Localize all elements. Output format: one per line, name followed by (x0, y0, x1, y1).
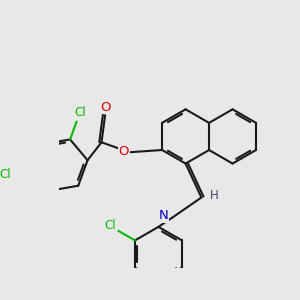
Text: O: O (118, 145, 129, 158)
Text: Cl: Cl (74, 106, 86, 119)
Text: N: N (159, 209, 169, 222)
Text: O: O (100, 100, 110, 114)
Text: Cl: Cl (0, 168, 11, 181)
Text: Cl: Cl (104, 220, 116, 232)
Text: H: H (210, 189, 218, 202)
